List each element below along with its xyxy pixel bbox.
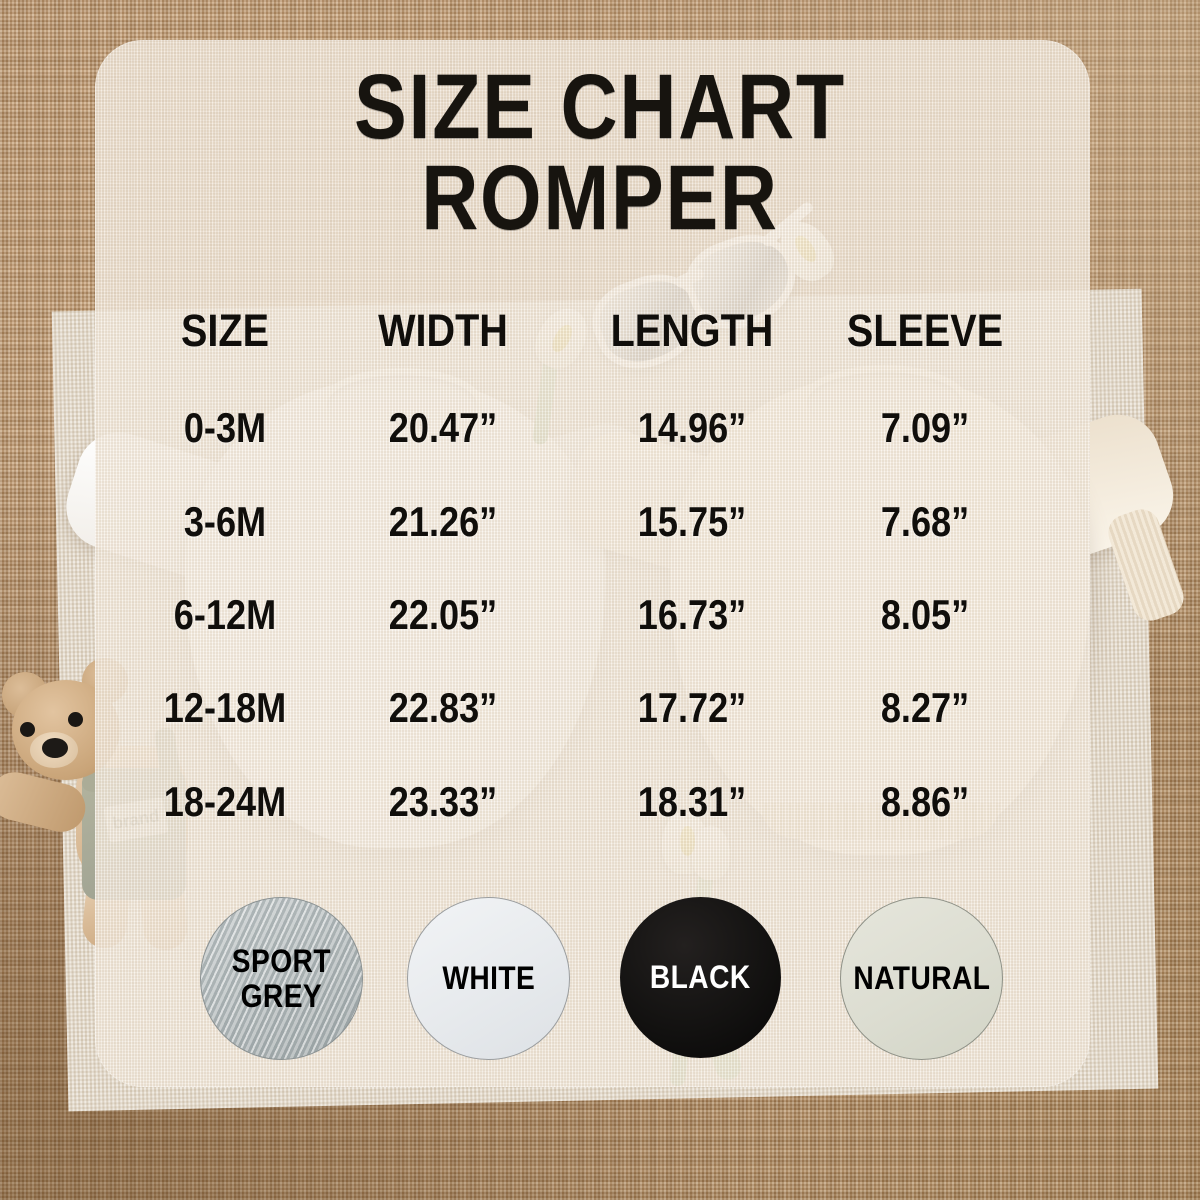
cell-size: 18-24M bbox=[163, 778, 287, 825]
cell-width: 20.47” bbox=[388, 404, 498, 451]
page-title: SIZE CHART ROMPER bbox=[0, 56, 1200, 250]
column-header-length: LENGTH bbox=[610, 305, 774, 356]
title-line-2: ROMPER bbox=[421, 147, 779, 250]
title-line-1: SIZE CHART bbox=[354, 56, 846, 158]
cell-sleeve: 8.86” bbox=[880, 778, 970, 825]
swatch-label-line-2: GREY bbox=[240, 977, 323, 1014]
cell-sleeve: 7.09” bbox=[880, 404, 970, 451]
swatch-label: BLACK bbox=[650, 959, 751, 996]
cell-length: 16.73” bbox=[637, 591, 747, 638]
cell-length: 14.96” bbox=[637, 404, 747, 451]
table-row: 12-18M 22.83” 17.72” 8.27” bbox=[95, 684, 1090, 731]
cell-size: 3-6M bbox=[183, 498, 267, 545]
table-row: 3-6M 21.26” 15.75” 7.68” bbox=[95, 498, 1090, 545]
swatch-label: NATURAL bbox=[852, 960, 991, 997]
table-row: 0-3M 20.47” 14.96” 7.09” bbox=[95, 404, 1090, 451]
swatch-label: SPORT GREY bbox=[232, 944, 331, 1013]
column-header-sleeve: SLEEVE bbox=[846, 305, 1004, 356]
cell-length: 17.72” bbox=[637, 684, 747, 731]
table-header-row: SIZE WIDTH LENGTH SLEEVE bbox=[95, 305, 1090, 356]
teddy-eye-left bbox=[20, 722, 35, 737]
cell-length: 18.31” bbox=[637, 778, 747, 825]
table-row: 6-12M 22.05” 16.73” 8.05” bbox=[95, 591, 1090, 638]
swatch-white[interactable]: WHITE bbox=[407, 897, 570, 1060]
swatch-sport-grey[interactable]: SPORT GREY bbox=[200, 897, 363, 1060]
teddy-eye-right bbox=[68, 712, 83, 727]
swatch-natural[interactable]: NATURAL bbox=[840, 897, 1003, 1060]
cell-size: 0-3M bbox=[183, 404, 267, 451]
teddy-nose bbox=[42, 738, 68, 758]
swatch-label-line-1: SPORT bbox=[231, 942, 332, 979]
cell-sleeve: 8.27” bbox=[880, 684, 970, 731]
cell-sleeve: 7.68” bbox=[880, 498, 970, 545]
color-swatch-group: SPORT GREY WHITE BLACK NATURAL bbox=[0, 897, 1200, 1062]
column-header-size: SIZE bbox=[180, 305, 270, 356]
swatch-label: WHITE bbox=[442, 960, 535, 997]
cell-size: 12-18M bbox=[163, 684, 287, 731]
cell-sleeve: 8.05” bbox=[880, 591, 970, 638]
cell-width: 22.05” bbox=[388, 591, 498, 638]
table-row: 18-24M 23.33” 18.31” 8.86” bbox=[95, 778, 1090, 825]
cell-width: 23.33” bbox=[388, 778, 498, 825]
column-header-width: WIDTH bbox=[378, 305, 508, 356]
cell-length: 15.75” bbox=[637, 498, 747, 545]
cell-width: 21.26” bbox=[388, 498, 498, 545]
swatch-black[interactable]: BLACK bbox=[620, 897, 781, 1058]
cell-width: 22.83” bbox=[388, 684, 498, 731]
cell-size: 6-12M bbox=[173, 591, 277, 638]
